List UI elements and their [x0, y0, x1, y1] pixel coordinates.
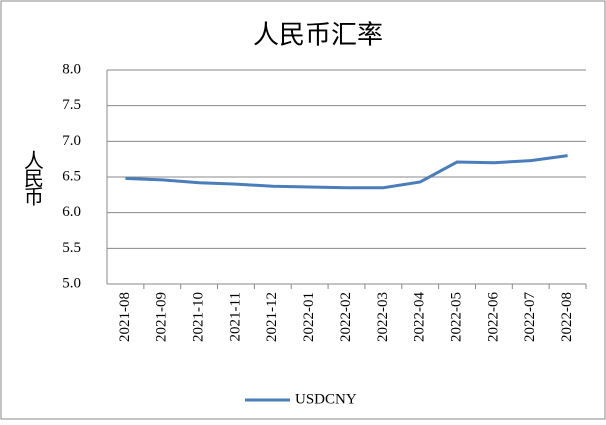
y-tick-label: 8.0	[62, 61, 81, 77]
line-series	[125, 154, 568, 190]
x-tick-label: 2021-10	[191, 292, 207, 342]
y-tick-label: 6.0	[62, 204, 81, 220]
x-tick-label: 2022-01	[301, 292, 317, 342]
x-tick-label: 2022-06	[485, 292, 501, 342]
x-tick-label: 2021-09	[154, 292, 170, 342]
x-tick-label: 2022-02	[338, 292, 354, 342]
x-tick-label: 2022-03	[375, 292, 391, 342]
legend-label: USDCNY	[295, 391, 357, 407]
x-tick-label: 2021-12	[264, 292, 280, 342]
x-tick-label: 2021-11	[227, 292, 243, 341]
x-tick-label: 2022-04	[412, 292, 428, 342]
y-tick-label: 6.5	[62, 168, 81, 184]
x-tick-label: 2021-08	[117, 292, 133, 342]
x-tick-label: 2022-05	[448, 292, 464, 342]
x-tick-label: 2022-08	[559, 292, 575, 342]
chart-title: 人民币汇率	[253, 21, 383, 51]
y-tick-label: 7.5	[62, 97, 81, 113]
y-axis-label: 人民币	[20, 150, 43, 206]
y-tick-label: 5.5	[62, 240, 81, 256]
y-tick-label: 7.0	[62, 133, 81, 149]
y-tick-label: 5.0	[62, 275, 81, 291]
x-tick-label: 2022-07	[522, 292, 538, 342]
